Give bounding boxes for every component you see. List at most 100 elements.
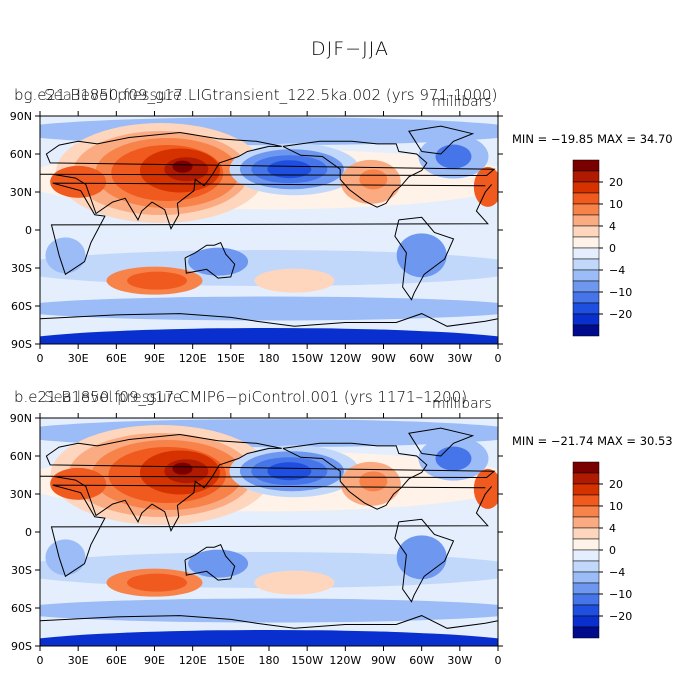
lon-label: 150W bbox=[291, 654, 323, 667]
lon-label: 0 bbox=[37, 352, 44, 365]
colorbar-segment bbox=[572, 571, 600, 584]
colorbar-segment bbox=[572, 313, 600, 326]
lon-label: 30W bbox=[447, 654, 472, 667]
west-asia-lobe bbox=[50, 165, 107, 198]
coastline bbox=[282, 442, 428, 510]
lat-label: 90S bbox=[11, 640, 32, 653]
colorbar-segment bbox=[572, 324, 600, 337]
panel-2-map: 90N 60N 30N 0 30S 60S 90S 0 30E 60E 90E 120E 150E 180… bbox=[10, 412, 632, 667]
antarctic-low bbox=[40, 328, 498, 344]
lon-label: 90W bbox=[371, 654, 396, 667]
lat-label: 60S bbox=[11, 602, 32, 615]
panel-1-minmax: MIN = −19.85 MAX = 34.70 bbox=[512, 132, 673, 146]
lat-label: 60N bbox=[10, 148, 32, 161]
coastline bbox=[408, 125, 475, 155]
colorbar-segment bbox=[572, 560, 600, 573]
colorbar-label: 20 bbox=[609, 176, 623, 189]
lon-label: 60E bbox=[106, 352, 127, 365]
colorbar-label: 4 bbox=[609, 220, 616, 233]
lon-label: 90E bbox=[144, 352, 165, 365]
lon-label: 150E bbox=[217, 352, 245, 365]
pressure-field bbox=[40, 419, 498, 646]
coastline bbox=[394, 518, 455, 603]
pacific-s-high bbox=[254, 570, 335, 595]
coastline bbox=[184, 544, 236, 581]
lat-label: 30N bbox=[10, 488, 32, 501]
lon-label: 180 bbox=[259, 352, 280, 365]
lon-label: 60W bbox=[409, 654, 434, 667]
colorbar-segment bbox=[572, 461, 600, 474]
colorbar-segment bbox=[572, 582, 600, 595]
southern-ocean-band bbox=[40, 598, 498, 623]
lon-label: 120W bbox=[329, 352, 361, 365]
lon-label: 150W bbox=[291, 352, 323, 365]
lon-label: 180 bbox=[259, 654, 280, 667]
atlantic-high bbox=[473, 166, 498, 207]
colorbar-segment bbox=[572, 505, 600, 518]
colorbar-segment bbox=[572, 258, 600, 271]
atlantic-high bbox=[473, 468, 498, 509]
colorbar-segment bbox=[572, 280, 600, 293]
coastline bbox=[282, 140, 428, 208]
pacific-low-core bbox=[267, 462, 312, 481]
colorbar-label: −10 bbox=[609, 286, 632, 299]
colorbar-segment bbox=[572, 214, 600, 227]
colorbar-label: 10 bbox=[609, 198, 623, 211]
panel-2-run-label: b.e21.B1850.f09_g17.CMIP6−piControl.001 … bbox=[14, 388, 468, 406]
colorbar-segment bbox=[572, 604, 600, 617]
colorbar-segment bbox=[572, 516, 600, 529]
map-panel-1: bg.e21.B1850.f09_g17.LIGtransient_122.5k… bbox=[0, 86, 700, 388]
colorbar-label: 10 bbox=[609, 500, 623, 513]
lon-label: 60E bbox=[106, 654, 127, 667]
colorbar-label: 4 bbox=[609, 522, 616, 535]
colorbar-segment bbox=[572, 192, 600, 205]
coastline bbox=[184, 242, 236, 279]
colorbar-label: −20 bbox=[609, 610, 632, 623]
colorbar-segment bbox=[572, 527, 600, 540]
na-high-core bbox=[359, 169, 388, 190]
lon-label: 0 bbox=[495, 352, 502, 365]
colorbar-segment bbox=[572, 483, 600, 496]
panel-2-minmax: MIN = −21.74 MAX = 30.53 bbox=[512, 434, 673, 448]
panel-1-variable-label: Sea level pressure bbox=[44, 86, 182, 104]
africa-low bbox=[45, 237, 86, 274]
coastline bbox=[40, 313, 498, 327]
lat-label: 0 bbox=[25, 224, 32, 237]
colorbar-segment bbox=[572, 291, 600, 304]
africa-low bbox=[45, 539, 86, 576]
indian-high-core bbox=[127, 573, 188, 592]
pacific-low-core bbox=[267, 160, 312, 179]
southern-ocean-band bbox=[40, 296, 498, 321]
colorbar-segment bbox=[572, 247, 600, 260]
colorbar-segment bbox=[572, 203, 600, 216]
lon-label: 30E bbox=[68, 654, 89, 667]
colorbar-segment bbox=[572, 615, 600, 628]
colorbar-segment bbox=[572, 494, 600, 507]
colorbar-segment bbox=[572, 538, 600, 551]
lat-label: 30S bbox=[11, 262, 32, 275]
lat-label: 30N bbox=[10, 186, 32, 199]
colorbar-segment bbox=[572, 626, 600, 639]
coastline bbox=[40, 433, 496, 532]
colorbar-segment bbox=[572, 472, 600, 485]
colorbar-label: 0 bbox=[609, 242, 616, 255]
colorbar-segment bbox=[572, 181, 600, 194]
lon-label: 150E bbox=[217, 654, 245, 667]
map-panel-2: b.e21.B1850.f09_g17.CMIP6−piControl.001 … bbox=[0, 388, 700, 690]
lat-label: 90N bbox=[10, 110, 32, 123]
colorbar-segment bbox=[572, 170, 600, 183]
west-asia-lobe bbox=[50, 467, 107, 500]
asia-high-core bbox=[172, 160, 193, 173]
na-high-core bbox=[359, 471, 388, 492]
asia-high-core bbox=[172, 462, 193, 475]
lon-label: 0 bbox=[37, 654, 44, 667]
colorbar-segment bbox=[572, 549, 600, 562]
colorbar-segment bbox=[572, 269, 600, 282]
atlantic-low-core bbox=[435, 446, 472, 471]
coastline bbox=[408, 427, 475, 457]
colorbar-label: −4 bbox=[609, 566, 625, 579]
lat-label: 30S bbox=[11, 564, 32, 577]
coastline bbox=[40, 615, 498, 629]
colorbar-label: −10 bbox=[609, 588, 632, 601]
coastline bbox=[50, 182, 492, 276]
